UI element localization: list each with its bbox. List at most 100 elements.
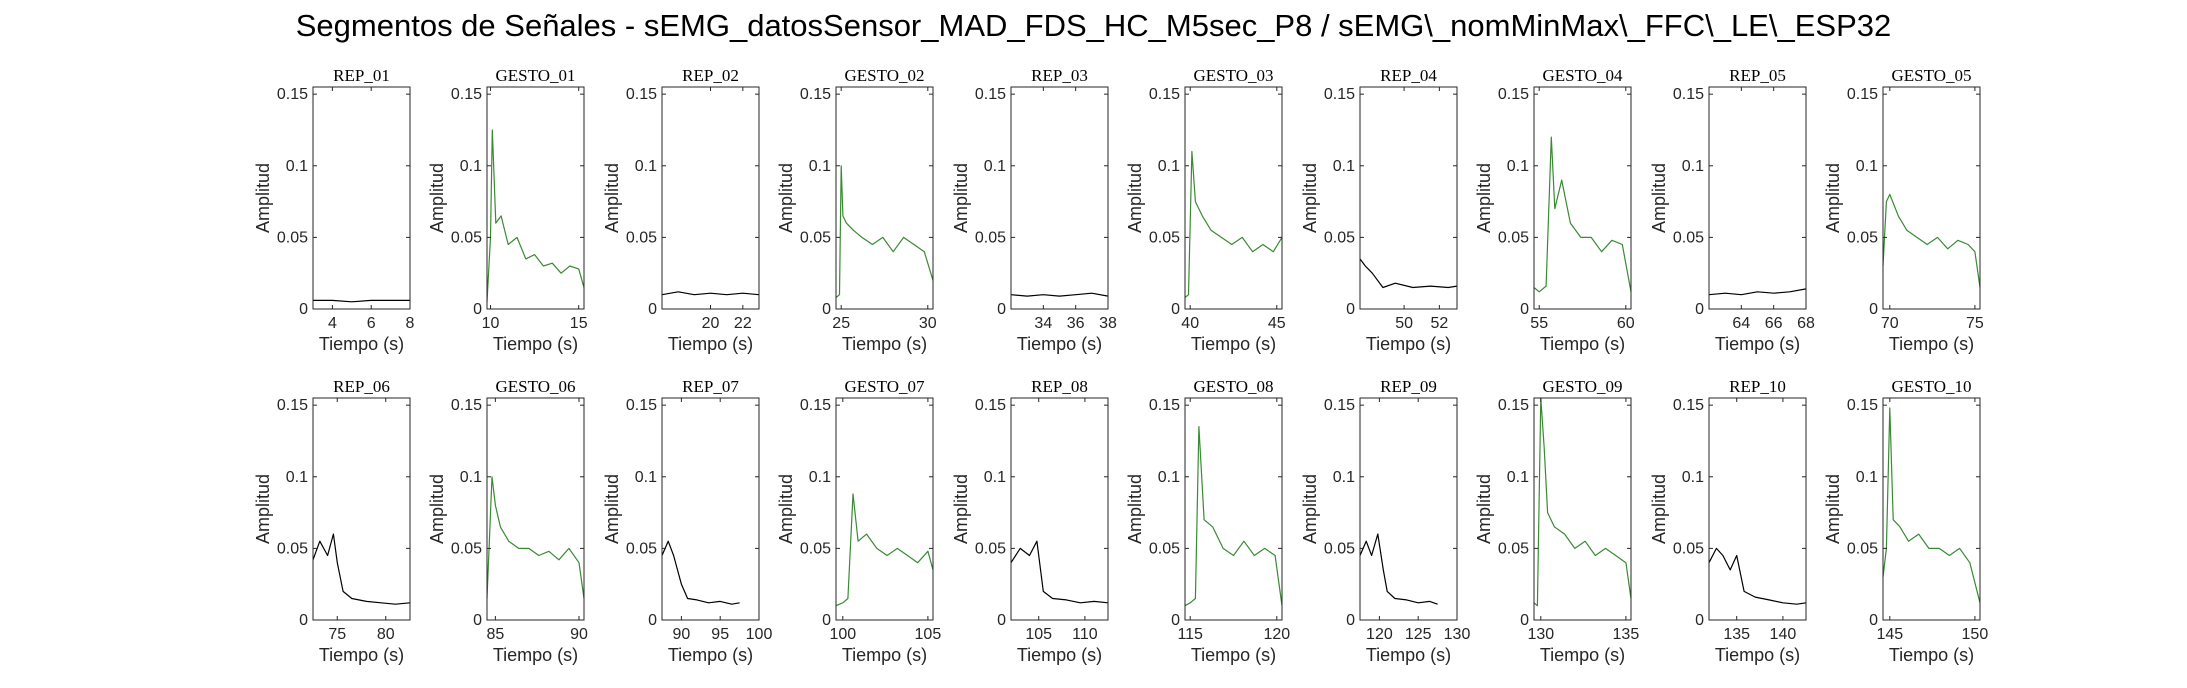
x-tick-label: 38	[1099, 315, 1117, 332]
x-tick-label: 95	[711, 626, 729, 643]
y-tick-label: 0	[997, 301, 1006, 318]
x-tick-label: 145	[1876, 626, 1903, 643]
series-line	[835, 165, 934, 298]
axes-box	[661, 86, 760, 310]
subplot-gesto-08: 0 0.05 0.1 0.15 115 120 GESTO_08 Tiempo (s) Ampl…	[1125, 377, 1290, 665]
x-tick-label: 90	[570, 626, 588, 643]
y-tick-label: 0	[1171, 612, 1180, 629]
subplot-rep-09: 0 0.05 0.1 0.15 120 125 130 REP_09 Tiempo (s) Amp…	[1300, 377, 1470, 665]
y-tick-label: 0.05	[1324, 229, 1355, 246]
subplot-title: REP_02	[682, 66, 739, 85]
x-axis-label: Tiempo (s)	[1366, 334, 1451, 354]
y-tick-label: 0	[473, 301, 482, 318]
x-axis-label: Tiempo (s)	[493, 334, 578, 354]
y-tick-label: 0.1	[1856, 469, 1878, 486]
y-tick-label: 0.05	[1673, 229, 1704, 246]
y-tick-label: 0.1	[460, 469, 482, 486]
subplot-gesto-02: 0 0.05 0.1 0.15 25 30 GESTO_02 Tiempo (s) Amplit…	[776, 66, 937, 354]
x-axis-label: Tiempo (s)	[668, 645, 753, 665]
y-tick-label: 0.05	[277, 540, 308, 557]
y-tick-label: 0.1	[1158, 158, 1180, 175]
x-tick-label: 40	[1181, 315, 1199, 332]
x-tick-label: 150	[1962, 626, 1989, 643]
x-tick-label: 85	[486, 626, 504, 643]
series-line	[661, 291, 760, 296]
x-tick-label: 125	[1405, 626, 1432, 643]
subplot-gesto-09: 0 0.05 0.1 0.15 130 135 GESTO_09 Tiempo (s) Ampl…	[1474, 377, 1639, 665]
subplot-title: GESTO_04	[1543, 66, 1623, 85]
y-tick-label: 0.15	[1149, 397, 1180, 414]
x-tick-label: 135	[1613, 626, 1640, 643]
x-axis-label: Tiempo (s)	[1715, 334, 1800, 354]
y-tick-label: 0.1	[1333, 469, 1355, 486]
x-axis-label: Tiempo (s)	[668, 334, 753, 354]
x-axis-label: Tiempo (s)	[319, 645, 404, 665]
y-tick-label: 0.1	[635, 469, 657, 486]
x-tick-label: 55	[1530, 315, 1548, 332]
subplot-title: GESTO_09	[1543, 377, 1623, 396]
y-axis-label: Amplitud	[1823, 474, 1843, 544]
x-tick-label: 4	[328, 315, 337, 332]
axes-box	[312, 397, 411, 621]
x-axis-label: Tiempo (s)	[493, 645, 578, 665]
y-tick-label: 0.15	[1324, 86, 1355, 103]
subplot-title: GESTO_01	[496, 66, 576, 85]
y-tick-label: 0.05	[1847, 540, 1878, 557]
figure-title: Segmentos de Señales - sEMG_datosSensor_…	[295, 8, 1892, 43]
x-tick-label: 45	[1268, 315, 1286, 332]
y-tick-label: 0	[473, 612, 482, 629]
x-axis-label: Tiempo (s)	[842, 334, 927, 354]
subplot-title: REP_03	[1031, 66, 1088, 85]
x-tick-label: 15	[570, 315, 588, 332]
series-line	[486, 129, 585, 302]
y-axis-label: Amplitud	[776, 163, 796, 233]
y-tick-label: 0.15	[975, 397, 1006, 414]
series-line	[313, 299, 410, 303]
y-tick-label: 0.1	[809, 158, 831, 175]
axes-box	[1359, 397, 1458, 621]
x-tick-label: 115	[1177, 626, 1203, 643]
x-tick-label: 50	[1395, 315, 1413, 332]
series-line	[1184, 426, 1283, 607]
series-line	[1359, 533, 1438, 605]
x-tick-label: 75	[1966, 315, 1984, 332]
y-axis-label: Amplitud	[253, 474, 273, 544]
x-tick-label: 66	[1765, 315, 1783, 332]
y-tick-label: 0.15	[451, 86, 482, 103]
series-line	[661, 540, 740, 605]
x-tick-label: 105	[915, 626, 942, 643]
subplot-gesto-03: 0 0.05 0.1 0.15 40 45 GESTO_03 Tiempo (s) Amplit…	[1125, 66, 1286, 354]
y-tick-label: 0.15	[1498, 86, 1529, 103]
x-tick-label: 120	[1263, 626, 1290, 643]
x-axis-label: Tiempo (s)	[1017, 645, 1102, 665]
y-tick-label: 0.05	[1673, 540, 1704, 557]
x-tick-label: 130	[1527, 626, 1554, 643]
x-axis-label: Tiempo (s)	[1191, 334, 1276, 354]
x-axis-label: Tiempo (s)	[319, 334, 404, 354]
y-axis-label: Amplitud	[1823, 163, 1843, 233]
x-tick-label: 36	[1067, 315, 1085, 332]
subplot-gesto-04: 0 0.05 0.1 0.15 55 60 GESTO_04 Tiempo (s) Amplit…	[1474, 66, 1635, 354]
y-tick-label: 0	[1869, 612, 1878, 629]
y-tick-label: 0.15	[800, 397, 831, 414]
y-tick-label: 0	[997, 612, 1006, 629]
subplot-gesto-01: 0 0.05 0.1 0.15 10 15 GESTO_01 Tiempo (s) Amplit…	[427, 66, 588, 354]
subplot-rep-02: 0 0.05 0.1 0.15 20 22 REP_02 Tiempo (s) Amplitud	[602, 66, 760, 354]
x-tick-label: 140	[1770, 626, 1797, 643]
subplot-title: REP_01	[333, 66, 390, 85]
subplot-title: REP_09	[1380, 377, 1437, 396]
y-tick-label: 0.1	[1856, 158, 1878, 175]
axes-box	[1010, 86, 1109, 310]
y-tick-label: 0	[299, 301, 308, 318]
axes-box	[1882, 86, 1981, 310]
y-tick-label: 0.1	[286, 469, 308, 486]
y-tick-label: 0.15	[800, 86, 831, 103]
y-tick-label: 0.1	[809, 469, 831, 486]
subplot-rep-10: 0 0.05 0.1 0.15 135 140 REP_10 Tiempo (s) Amplit…	[1649, 377, 1807, 665]
y-tick-label: 0.05	[277, 229, 308, 246]
y-axis-label: Amplitud	[951, 163, 971, 233]
axes-box	[661, 397, 760, 621]
subplot-title: REP_04	[1380, 66, 1437, 85]
axes-box	[1882, 397, 1981, 621]
x-tick-label: 10	[482, 315, 500, 332]
